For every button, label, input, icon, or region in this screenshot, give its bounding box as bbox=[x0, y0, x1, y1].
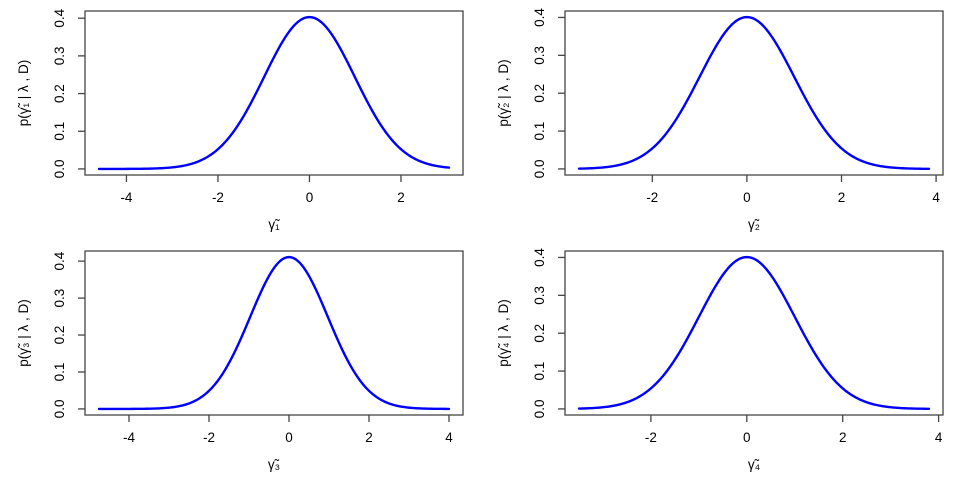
y-tick-label: 0.0 bbox=[532, 400, 547, 419]
y-tick-label: 0.1 bbox=[52, 363, 67, 382]
density-curve bbox=[97, 15, 451, 171]
y-tick-label: 0.4 bbox=[52, 251, 67, 270]
x-tick-label: 4 bbox=[932, 190, 940, 205]
y-tick-label: 0.0 bbox=[532, 160, 547, 179]
x-tick-label: 2 bbox=[839, 430, 847, 445]
y-tick-label: 0.3 bbox=[532, 286, 547, 305]
y-tick-label: 0.1 bbox=[52, 122, 67, 141]
y-tick-label: 0.0 bbox=[52, 400, 67, 419]
x-tick-label: -4 bbox=[123, 430, 135, 445]
x-tick-label: 2 bbox=[397, 190, 405, 205]
x-tick-label: 2 bbox=[838, 190, 846, 205]
plot-svg-gamma4: -2 0 2 4 0.0 0.1 0.2 0.3 0.4 γ̃₄ p(γ̃₄ | λ , D) bbox=[496, 248, 944, 472]
x-axis-title: γ̃₂ bbox=[748, 217, 760, 232]
x-tick-label: 2 bbox=[365, 430, 373, 445]
y-tick-label: 0.2 bbox=[52, 326, 67, 345]
y-tick-label: 0.0 bbox=[52, 160, 67, 179]
x-axis-title: γ̃₁ bbox=[268, 217, 280, 232]
plot-svg-gamma1: -4 -2 0 2 0.0 0.1 0.2 0.3 0.4 γ̃₁ p(γ̃₁ | λ , D) bbox=[16, 8, 464, 232]
x-tick-label: -2 bbox=[646, 190, 658, 205]
x-tick-label: 0 bbox=[743, 190, 751, 205]
x-tick-label: 0 bbox=[306, 190, 314, 205]
density-curve bbox=[97, 255, 451, 411]
density-curve bbox=[577, 255, 931, 411]
y-tick-label: 0.1 bbox=[532, 122, 547, 141]
x-axis-title: γ̃₃ bbox=[268, 457, 280, 472]
density-plot-gamma4: -2 0 2 4 0.0 0.1 0.2 0.3 0.4 γ̃₄ p(γ̃₄ | λ , D) bbox=[480, 240, 960, 480]
y-tick-label: 0.3 bbox=[52, 46, 67, 65]
x-tick-label: 4 bbox=[445, 430, 453, 445]
y-tick-label: 0.3 bbox=[532, 46, 547, 65]
x-tick-label: -2 bbox=[212, 190, 224, 205]
plot-box bbox=[564, 250, 944, 416]
x-tick-label: 0 bbox=[285, 430, 293, 445]
y-tick-label: 0.2 bbox=[532, 84, 547, 103]
y-tick-label: 0.2 bbox=[532, 324, 547, 343]
y-tick-label: 0.2 bbox=[52, 84, 67, 103]
y-tick-label: 0.4 bbox=[532, 8, 547, 27]
y-tick-label: 0.3 bbox=[52, 289, 67, 308]
plot-box bbox=[564, 10, 944, 176]
density-plot-gamma1: -4 -2 0 2 0.0 0.1 0.2 0.3 0.4 γ̃₁ p(γ̃₁ | λ , D) bbox=[0, 0, 480, 240]
plot-box bbox=[84, 10, 464, 176]
density-curve bbox=[577, 15, 931, 171]
x-tick-label: 0 bbox=[743, 430, 751, 445]
y-axis-title: p(γ̃₁ | λ , D) bbox=[16, 60, 31, 127]
density-plot-gamma2: -2 0 2 4 0.0 0.1 0.2 0.3 0.4 γ̃₂ p(γ̃₂ | λ , D) bbox=[480, 0, 960, 240]
x-tick-label: -2 bbox=[645, 430, 657, 445]
density-plot-gamma3: -4 -2 0 2 4 0.0 0.1 0.2 0.3 0.4 γ̃₃ p(γ̃₃ | λ , D) bbox=[0, 240, 480, 480]
y-tick-label: 0.1 bbox=[532, 362, 547, 381]
x-axis-title: γ̃₄ bbox=[748, 457, 760, 472]
plot-svg-gamma3: -4 -2 0 2 4 0.0 0.1 0.2 0.3 0.4 γ̃₃ p(γ̃₃ | λ , D) bbox=[16, 250, 464, 472]
x-tick-label: -2 bbox=[203, 430, 215, 445]
x-tick-label: 4 bbox=[935, 430, 943, 445]
y-axis-title: p(γ̃₄ | λ , D) bbox=[496, 299, 511, 367]
plot-svg-gamma2: -2 0 2 4 0.0 0.1 0.2 0.3 0.4 γ̃₂ p(γ̃₂ | λ , D) bbox=[496, 8, 944, 232]
x-tick-label: -4 bbox=[120, 190, 132, 205]
y-axis-title: p(γ̃₂ | λ , D) bbox=[496, 59, 511, 126]
plot-box bbox=[84, 250, 464, 416]
y-axis-title: p(γ̃₃ | λ , D) bbox=[16, 299, 31, 367]
y-tick-label: 0.4 bbox=[532, 248, 547, 267]
y-tick-label: 0.4 bbox=[52, 8, 67, 27]
